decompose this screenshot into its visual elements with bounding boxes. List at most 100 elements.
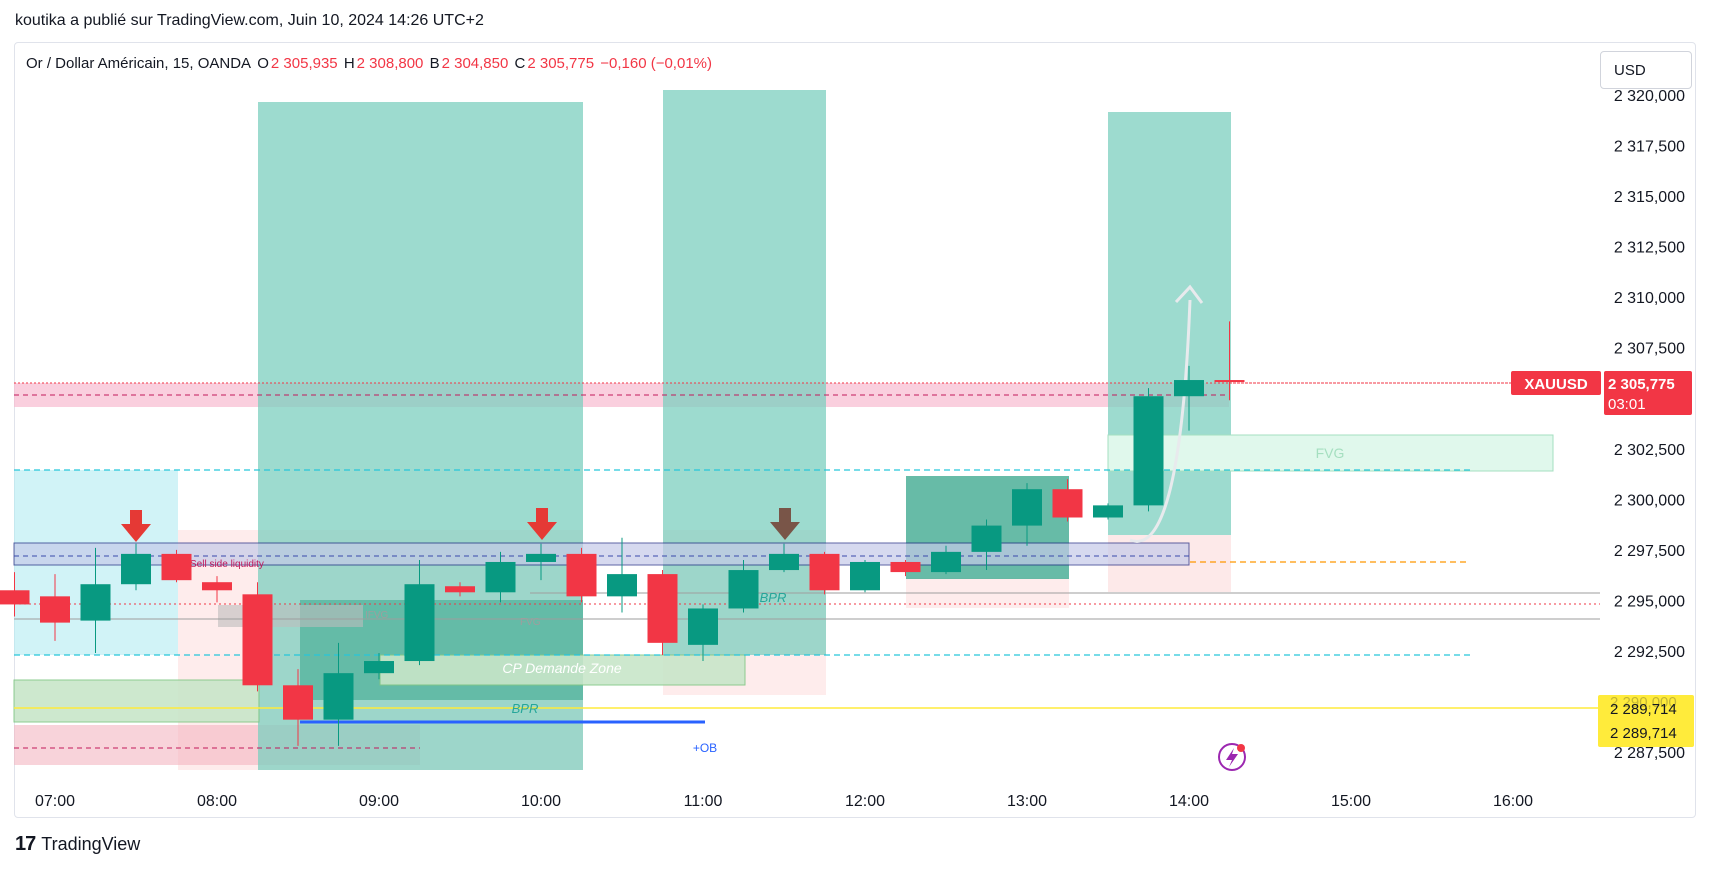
down-arrow-3 [770, 508, 800, 540]
candle-body [566, 553, 597, 597]
fvg-label: FVG [1316, 445, 1345, 461]
candle-body [445, 586, 475, 593]
price-tick-label: 2 292,500 [1614, 644, 1685, 661]
candle-body [607, 574, 637, 597]
price-tick-label: 2 317,500 [1614, 139, 1685, 156]
price-axis[interactable]: 2 320,000 2 317,500 2 315,000 2 312,500 2 31… [1614, 88, 1685, 762]
candle-body [323, 673, 354, 720]
candle-body [485, 561, 516, 593]
price-tick-label: 2 310,000 [1614, 290, 1685, 307]
time-tick-label: 15:00 [1331, 793, 1371, 810]
tradingview-logo-icon: 17 [15, 833, 36, 855]
price-tick-label: 2 315,000 [1614, 189, 1685, 206]
bpr-label-1: BPR [512, 701, 539, 716]
candle-body [1012, 489, 1042, 526]
candle-body [526, 553, 556, 562]
candle-body [1052, 489, 1083, 518]
time-tick-label: 16:00 [1493, 793, 1533, 810]
low-label: B [429, 55, 440, 72]
time-tick-label: 08:00 [197, 793, 237, 810]
time-tick-label: 10:00 [521, 793, 561, 810]
yellow-level-2: 2 289,714 [1610, 725, 1677, 742]
open-label: O [257, 55, 269, 72]
sell-side-band [13, 542, 1190, 566]
candle-body [1093, 505, 1123, 518]
candle-body [404, 584, 435, 662]
close-label: C [514, 55, 526, 72]
candle-body [1174, 380, 1204, 397]
lightning-alert-icon[interactable] [1218, 743, 1246, 771]
candle-body [283, 685, 313, 720]
plus-ob-label: +OB [693, 741, 717, 755]
time-tick-label: 13:00 [1007, 793, 1047, 810]
ohlc-legend: Or / Dollar Américain, 15, OANDA O 2 305,… [26, 55, 714, 72]
price-tick-label: 2 295,000 [1614, 593, 1685, 610]
candle-body [202, 582, 232, 591]
price-tick-label: 2 300,000 [1614, 492, 1685, 509]
candle-body [688, 608, 718, 645]
candle-body [647, 574, 678, 643]
price-tick-label: 2 287,500 [1614, 745, 1685, 762]
high-value: 2 308,800 [356, 55, 424, 72]
candle-body [1214, 380, 1245, 383]
candle-body [890, 561, 921, 573]
countdown: 03:01 [1608, 396, 1646, 413]
down-arrow-2 [527, 508, 557, 540]
close-value: 2 305,775 [527, 55, 595, 72]
current-price: 2 305,775 [1608, 376, 1675, 393]
candle-body [161, 553, 192, 581]
ifvg-label: IFVG [365, 610, 389, 621]
yellow-level-tags: 2 290,000 2 289,714 2 289,714 [1598, 694, 1694, 747]
price-tick-label: 2 297,500 [1614, 543, 1685, 560]
low-value: 2 304,850 [441, 55, 509, 72]
candle-body [769, 553, 799, 571]
tradingview-brand: TradingView [41, 834, 141, 854]
price-tick-label: 2 312,500 [1614, 240, 1685, 257]
time-tick-label: 11:00 [684, 793, 723, 810]
candle-body [40, 596, 70, 623]
currency-button[interactable]: USD [1600, 51, 1692, 89]
publisher-header: koutika a publié sur TradingView.com, Ju… [15, 12, 484, 29]
time-tick-label: 09:00 [359, 793, 399, 810]
symbol-description[interactable]: Or / Dollar Américain, 15, OANDA [26, 55, 252, 72]
candle-body [80, 584, 111, 621]
candle-body [971, 525, 1002, 552]
change-value: −0,160 (−0,01%) [600, 55, 712, 72]
bpr-label-2: BPR [760, 590, 787, 605]
candles-group [0, 321, 1245, 746]
fvg-small-label: FVG [520, 617, 541, 628]
price-tick-label: 2 307,500 [1614, 341, 1685, 358]
price-tick-label: 2 320,000 [1614, 88, 1685, 105]
cp-demand-zone-label: CP Demande Zone [502, 660, 622, 676]
candle-body [809, 553, 840, 591]
target-box-3 [1108, 112, 1231, 535]
current-symbol: XAUUSD [1524, 376, 1588, 393]
candle-body [728, 570, 759, 609]
candle-body [364, 661, 394, 674]
price-tick-label: 2 302,500 [1614, 442, 1685, 459]
down-arrow-1 [121, 510, 151, 542]
high-label: H [343, 55, 355, 72]
candle-body [1133, 396, 1164, 506]
time-tick-label: 12:00 [845, 793, 885, 810]
candle-body [850, 561, 880, 591]
tradingview-footer: 17 TradingView [15, 833, 140, 856]
candle-body [242, 594, 273, 686]
gray-strip [218, 605, 363, 627]
demand-zone-left [13, 679, 260, 723]
time-axis[interactable]: 07:00 08:00 09:00 10:00 11:00 12:00 13:00 14:00… [35, 793, 1533, 810]
fvg-box [1107, 434, 1554, 472]
chart-frame[interactable] [14, 42, 1696, 818]
current-price-tag: XAUUSD 2 305,775 03:01 [1229, 371, 1692, 415]
sell-side-label: Sell side liquidity [190, 559, 264, 570]
yellow-level-1: 2 289,714 [1610, 701, 1677, 718]
time-tick-label: 14:00 [1169, 793, 1209, 810]
candle-body [121, 553, 151, 585]
candle-body [931, 551, 961, 573]
candle-body [0, 590, 30, 605]
time-tick-label: 07:00 [35, 793, 75, 810]
demand-zone-cp [379, 654, 746, 686]
yellow-level-hidden: 2 290,000 [1610, 694, 1677, 711]
projection-arrow [1129, 299, 1192, 543]
